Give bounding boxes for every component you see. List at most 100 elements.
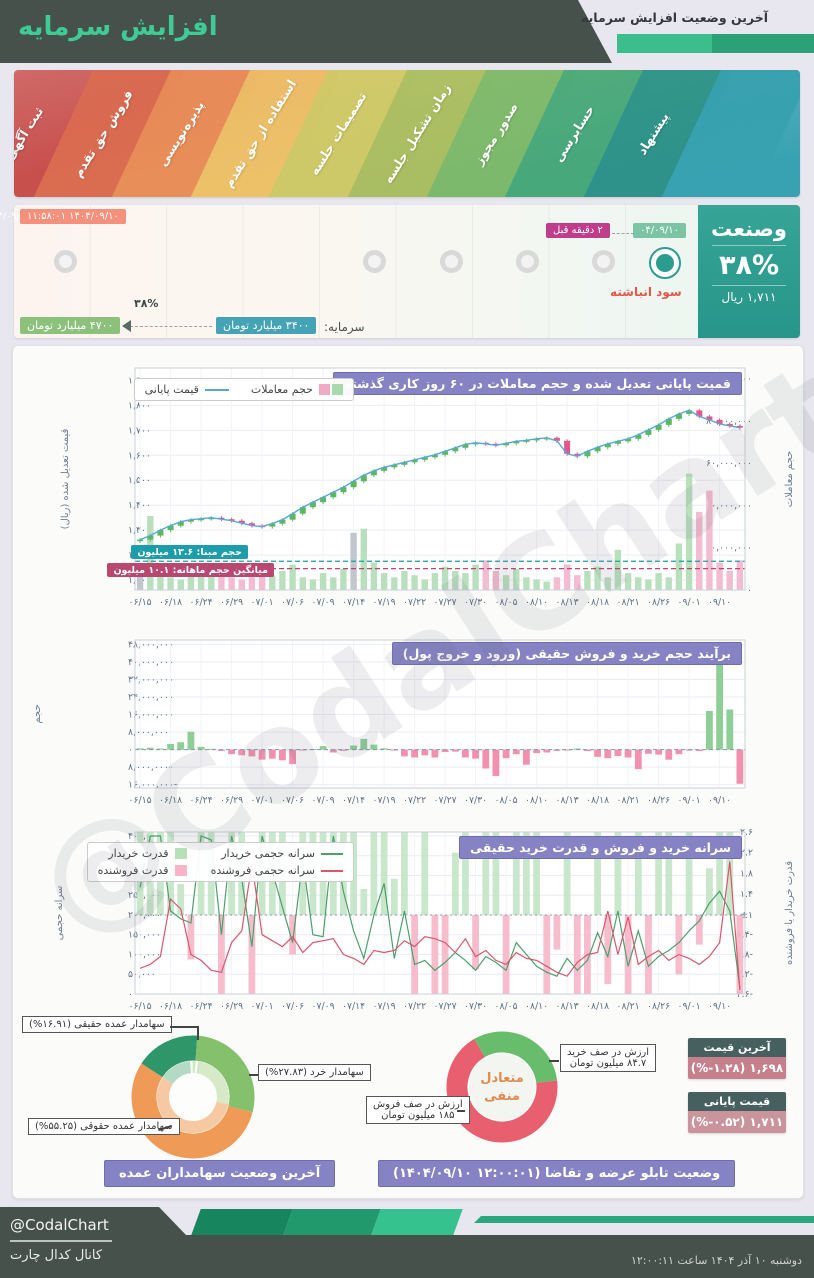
ticker-divider xyxy=(712,245,786,246)
footer-channel-name: کانال کدال چارت xyxy=(10,1248,103,1263)
stage-label: سود انباشته xyxy=(610,285,682,299)
legend-seller-percapita: سرانه حجمی فروشنده xyxy=(211,864,343,877)
svg-text:۰۸/۱۸: ۰۸/۱۸ xyxy=(586,597,609,608)
svg-text:۰۶/۲۴: ۰۶/۲۴ xyxy=(190,597,213,608)
svg-text:۰۷/۰۶: ۰۷/۰۶ xyxy=(281,597,304,608)
ribbon-step xyxy=(662,70,800,197)
svg-text:۲.۶: ۲.۶ xyxy=(740,827,753,838)
last-price-value: (%-۱.۲۸) ۱,۶۹۸ xyxy=(688,1057,786,1079)
svg-text:۰۶/۱۸: ۰۶/۱۸ xyxy=(159,795,182,806)
svg-text:۰۷/۳۰: ۰۷/۳۰ xyxy=(464,1001,487,1012)
svg-text:متعادل: متعادل xyxy=(480,1071,524,1086)
svg-text:۰۶/۲۹: ۰۶/۲۹ xyxy=(220,795,243,806)
svg-text:۰۷/۰۹: ۰۷/۰۹ xyxy=(312,1001,335,1012)
svg-text:۰۸/۲۶: ۰۸/۲۶ xyxy=(647,795,670,806)
svg-text:-۱۶,۰۰۰,۰۰۰: -۱۶,۰۰۰,۰۰۰ xyxy=(128,780,177,791)
svg-text:۰۷/۱۴: ۰۷/۱۴ xyxy=(342,795,365,806)
svg-text:۲۰۰,۰۰۰: ۲۰۰,۰۰۰ xyxy=(128,910,161,921)
capital-label: سرمایه: xyxy=(324,320,365,334)
footer-channel-handle: @CodalChart xyxy=(10,1216,109,1234)
footer-divider xyxy=(10,1240,112,1242)
svg-text:۰۷/۱۴: ۰۷/۱۴ xyxy=(342,597,365,608)
volume-swatch-up xyxy=(332,384,343,395)
timeline-step-circle xyxy=(516,250,539,273)
avg-volume-badge: میانگین حجم ماهانه: ۱۰.۱ میلیون xyxy=(107,563,274,577)
close-price-title: قیمت پایانی xyxy=(688,1092,786,1111)
capital-from-badge: ۳۴۰۰ میلیارد تومان xyxy=(216,317,317,334)
svg-text:قیمت تعدیل شده (ریال): قیمت تعدیل شده (ریال) xyxy=(60,428,71,529)
svg-text:۰۶/۲۴: ۰۶/۲۴ xyxy=(190,1001,213,1012)
sell-queue-label: ارزش در صف فروش xyxy=(373,1099,463,1110)
svg-text:۸,۰۰۰,۰۰۰: ۸,۰۰۰,۰۰۰ xyxy=(128,727,169,738)
svg-text:۰۷/۳۰: ۰۷/۳۰ xyxy=(464,795,487,806)
queue-donut-title: وضعیت تابلو عرضه و تقاضا (۱۲:۰۰:۰۱ ۱۴۰۴/… xyxy=(378,1160,736,1187)
svg-text:۰۷/۰۹: ۰۷/۰۹ xyxy=(312,795,335,806)
callout-line xyxy=(197,1026,199,1040)
svg-text:۵۰,۰۰۰: ۵۰,۰۰۰ xyxy=(128,969,156,980)
svg-text:۰۶/۱۵: ۰۶/۱۵ xyxy=(129,795,152,806)
header-dark-band xyxy=(0,0,612,63)
ticker-symbol: وصنعت xyxy=(710,217,787,241)
line-swatch xyxy=(321,852,343,855)
svg-text:۲۰,۰۰۰,۰۰۰: ۲۰,۰۰۰,۰۰۰ xyxy=(706,543,752,554)
capital-arrow-line xyxy=(130,326,212,327)
svg-text:۰۷/۱۹: ۰۷/۱۹ xyxy=(373,1001,396,1012)
header-subtitle: آخرین وضعیت افزایش سرمایه xyxy=(581,10,768,25)
base-volume-badge: حجم مبنا: ۱۳.۶ میلیون xyxy=(131,545,248,559)
footer-accent-shape xyxy=(191,1209,293,1235)
svg-text:۱.۴: ۱.۴ xyxy=(740,889,753,900)
box-swatch xyxy=(174,865,187,876)
svg-text:۰۷/۰۱: ۰۷/۰۱ xyxy=(251,1001,274,1012)
svg-text:۰۷/۲۷: ۰۷/۲۷ xyxy=(434,1001,457,1012)
svg-text:۰۷/۲۲: ۰۷/۲۲ xyxy=(403,1001,426,1012)
svg-text:۰۸/۲۶: ۰۸/۲۶ xyxy=(647,1001,670,1012)
svg-text:۰۶/۲۹: ۰۶/۲۹ xyxy=(220,1001,243,1012)
svg-text:۰۷/۲۲: ۰۷/۲۲ xyxy=(403,795,426,806)
ticker-percent: ۳۸% xyxy=(718,250,779,281)
time-ago-badge: ۲ دقیقه قبل xyxy=(546,223,610,238)
close-price-box: قیمت پایانی (%-۰.۵۲) ۱,۷۱۱ xyxy=(688,1092,786,1133)
callout-line xyxy=(170,1026,198,1028)
svg-text:۰۸/۲۱: ۰۸/۲۱ xyxy=(617,795,640,806)
timeline-card: ۱۴۰۴/۰۹/۱۰ ۱۱:۵۸:۰۱ ۱۴۰۴/۰۹/۱۰ ۱۱:۵۸:۰۱ … xyxy=(0,205,800,338)
ticker-divider xyxy=(712,285,786,286)
svg-text:حجم معاملات: حجم معاملات xyxy=(784,451,795,507)
buy-queue-value: ۸۴.۷ میلیون تومان xyxy=(569,1058,647,1069)
timeline-datetime-badge: ۱۴۰۴/۰۹/۱۰ ۱۱:۵۸:۰۱ xyxy=(0,211,31,222)
legend-volume: حجم معاملات xyxy=(251,383,343,396)
svg-text:۰۹/۱۰: ۰۹/۱۰ xyxy=(708,795,731,806)
header-accent-dark xyxy=(712,34,814,53)
last-price-title: آخرین قیمت xyxy=(688,1038,786,1057)
svg-text:۸۰,۰۰۰,۰۰۰: ۸۰,۰۰۰,۰۰۰ xyxy=(706,416,752,427)
callout-line xyxy=(249,1074,258,1076)
svg-text:۲۵۰,۰۰۰: ۲۵۰,۰۰۰ xyxy=(128,890,161,901)
timeline-datetime-badge: ۱۴۰۴/۰۹/۱۰ ۱۱:۵۸:۰۱ xyxy=(20,209,126,224)
svg-text:۴۰,۰۰۰,۰۰۰: ۴۰,۰۰۰,۰۰۰ xyxy=(706,500,752,511)
svg-text:۱,۸۰۰: ۱,۸۰۰ xyxy=(128,400,151,411)
price-volume-chart-title: قمیت پایانی تعدیل شده و حجم معاملات در ۶… xyxy=(333,372,742,395)
timeline-step-circle xyxy=(363,250,386,273)
header-accent-light xyxy=(617,34,712,53)
svg-text:۶۰,۰۰۰,۰۰۰: ۶۰,۰۰۰,۰۰۰ xyxy=(706,458,752,469)
svg-text:۴۸,۰۰۰,۰۰۰: ۴۸,۰۰۰,۰۰۰ xyxy=(128,639,174,650)
price-volume-legend: حجم معاملات قیمت پایانی xyxy=(133,378,354,401)
net-real-flow-chart-title: برآیند حجم خرید و فروش حقیقی (ورود و خرو… xyxy=(391,642,742,665)
holder-real-major-callout: سهامدار عمده حقیقی (۱۶.۹۱%) xyxy=(22,1016,172,1033)
queue-donut-chart: متعادل منفی xyxy=(437,1022,567,1152)
legend-buyer-percapita: سرانه حجمی خریدار xyxy=(211,847,343,860)
svg-text:۰۷/۱۴: ۰۷/۱۴ xyxy=(342,1001,365,1012)
callout-line xyxy=(549,1060,559,1062)
svg-text:۱,۴۰۰: ۱,۴۰۰ xyxy=(128,500,151,511)
svg-text:۰۸/۱۳: ۰۸/۱۳ xyxy=(556,795,579,806)
svg-text:۰۸/۰۵: ۰۸/۰۵ xyxy=(495,795,518,806)
footer-accent-shape xyxy=(371,1209,463,1235)
capital-arrow-head xyxy=(122,320,131,332)
svg-text:۰۷/۰۱: ۰۷/۰۱ xyxy=(251,795,274,806)
svg-text:۰۶/۱۸: ۰۶/۱۸ xyxy=(159,1001,182,1012)
svg-text:۰۷/۲۷: ۰۷/۲۷ xyxy=(434,795,457,806)
timeline-step-circle xyxy=(440,250,463,273)
svg-text:۰۷/۲۲: ۰۷/۲۲ xyxy=(403,597,426,608)
svg-text:۰۷/۳۰: ۰۷/۳۰ xyxy=(464,597,487,608)
timeline-step-circle xyxy=(592,250,615,273)
